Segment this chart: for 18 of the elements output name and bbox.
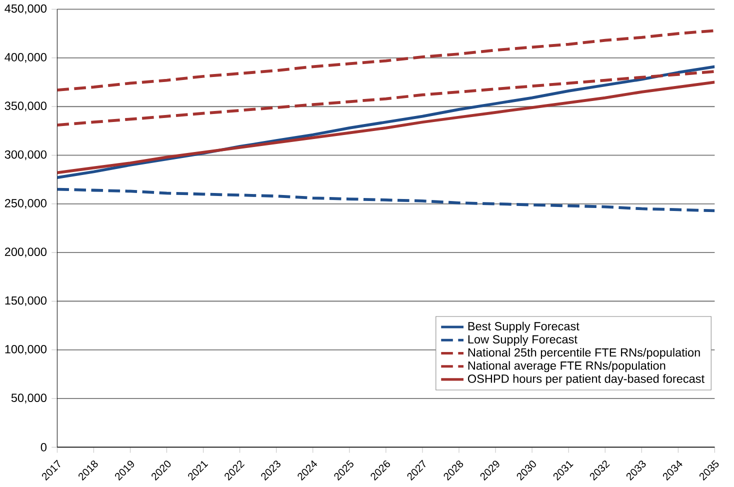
line-series [57,70,715,126]
y-tick-label: 400,000 [4,52,47,63]
legend-label: Best Supply Forecast [468,322,580,333]
y-tick-label: 450,000 [4,4,47,14]
y-tick-label: 150,000 [5,296,47,306]
legend-label: National 25th percentile FTE RNs/population [468,348,700,359]
legend-label: National average FTE RNs/population [468,361,666,372]
y-tick-label: 50,000 [11,394,47,404]
line-series [57,188,715,212]
line-series [57,29,715,92]
legend-label: OSHPD hours per patient day-based forecast [468,374,704,386]
y-tick-label: 300,000 [4,150,47,160]
y-tick-label: 350,000 [4,102,47,112]
y-tick-label: 250,000 [4,198,47,209]
y-tick-label: 100,000 [5,344,47,355]
y-tick-label: 200,000 [4,248,47,258]
y-tick-label: 0 [40,442,47,452]
legend-label: Low Supply Forecast [468,334,578,346]
